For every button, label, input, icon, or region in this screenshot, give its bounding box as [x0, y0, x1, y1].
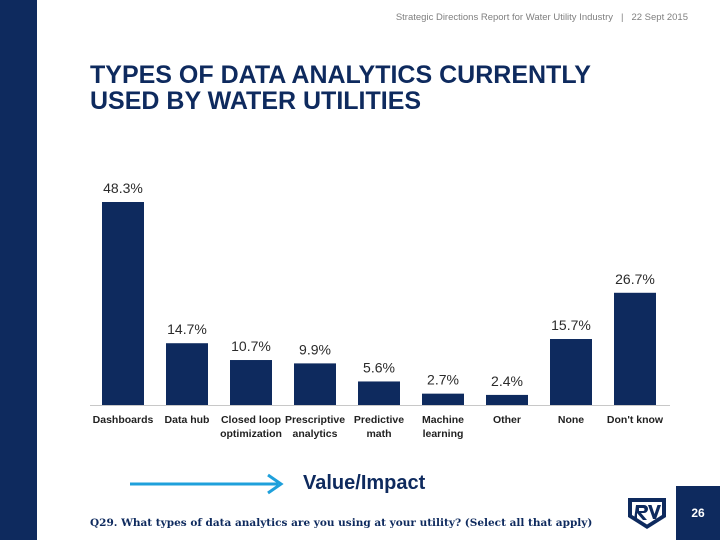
page-number: 26 [691, 506, 705, 520]
bar [230, 360, 272, 405]
category-label: None [558, 414, 584, 426]
bar-value-label: 9.9% [299, 341, 331, 357]
category-label-line: Data hub [165, 414, 210, 426]
bar [102, 202, 144, 405]
bar [166, 343, 208, 405]
bar-value-label: 48.3% [103, 180, 143, 196]
survey-question: Q29. What types of data analytics are yo… [90, 517, 593, 529]
category-label-line: Other [493, 414, 521, 426]
bar-value-label: 26.7% [615, 271, 655, 287]
category-label-line: Predictive [354, 414, 404, 426]
category-label: Dashboards [93, 414, 154, 426]
bar [358, 381, 400, 405]
logo-mark-icon [628, 498, 666, 529]
bar [294, 363, 336, 405]
category-label-line: analytics [293, 428, 338, 440]
left-accent-bar [0, 0, 37, 540]
category-label-line: Machine [422, 414, 464, 426]
category-label: Predictive math [354, 414, 404, 440]
category-label: Don't know [607, 414, 664, 426]
company-logo [619, 486, 675, 540]
report-name: Strategic Directions Report for Water Ut… [395, 12, 613, 23]
category-label-line: math [366, 428, 391, 440]
category-label: Other [493, 414, 521, 426]
title-line-2: USED BY WATER UTILITIES [90, 87, 422, 115]
category-label: Closed loop optimization [220, 414, 282, 440]
category-label-line: Don't know [607, 414, 664, 426]
header-separator: | [621, 12, 624, 23]
category-label-line: Dashboards [93, 414, 154, 426]
bar [422, 393, 464, 405]
category-label-line: Prescriptive [285, 414, 345, 426]
category-label-line: learning [423, 428, 464, 440]
category-label-line: optimization [220, 428, 282, 440]
bar-value-label: 14.7% [167, 321, 207, 337]
category-label: Machine learning [422, 414, 464, 440]
bar-value-label: 15.7% [551, 317, 591, 333]
category-label-line: Closed loop [221, 414, 281, 426]
category-label: Prescriptive analytics [285, 414, 345, 440]
page-number-box: 26 [676, 486, 720, 540]
report-date: 22 Sept 2015 [631, 12, 688, 23]
bar [614, 292, 656, 405]
report-header: Strategic Directions Report for Water Ut… [396, 12, 688, 23]
bar [486, 394, 528, 405]
title-line-1: TYPES OF DATA ANALYTICS CURRENTLY [90, 61, 591, 89]
value-impact-label: Value/Impact [303, 472, 426, 494]
bar-value-label: 2.7% [427, 372, 459, 388]
page-title: TYPES OF DATA ANALYTICS CURRENTLY USED B… [90, 62, 690, 114]
bar-value-label: 2.4% [491, 373, 523, 389]
value-impact-arrow-icon [130, 473, 284, 495]
bar-value-label: 10.7% [231, 338, 271, 354]
category-label-line: None [558, 414, 584, 426]
category-label: Data hub [165, 414, 210, 426]
bar-value-label: 5.6% [363, 359, 395, 375]
bar [550, 339, 592, 405]
